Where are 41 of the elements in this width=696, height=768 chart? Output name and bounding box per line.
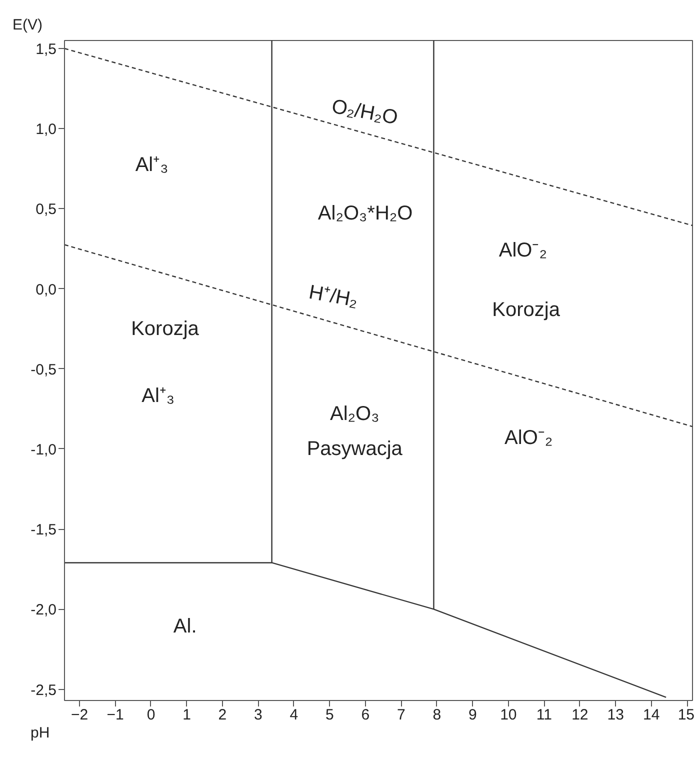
x-tick-label: 2 [218, 706, 227, 724]
x-tick-label: 10 [500, 706, 517, 724]
x-tick-label: 15 [678, 706, 695, 724]
annotation: Al₂O₃ [330, 403, 380, 426]
x-tick-label: 6 [361, 706, 370, 724]
y-tick-label: -1,0 [30, 441, 57, 458]
x-tick-label: 7 [397, 706, 406, 724]
y-tick-label: -1,5 [30, 522, 57, 539]
x-tick-label: 3 [254, 706, 262, 724]
annotation: Pasywacja [306, 438, 404, 460]
annotation: Al₂O₃*H₂O [318, 202, 413, 224]
annotation: Korozja [131, 318, 200, 340]
y-tick-label: 0,5 [36, 201, 57, 218]
y-axis-title: E(V) [12, 16, 43, 34]
annotation: Al⁺₃ [142, 385, 175, 408]
y-tick-label: -0,5 [30, 361, 57, 378]
x-tick-label: 4 [290, 706, 298, 724]
x-axis-title: pH [30, 724, 50, 742]
x-tick-label: 1 [182, 706, 191, 724]
y-tick-label: -2,0 [30, 602, 57, 619]
annotation: Al⁺₃ [135, 154, 168, 176]
y-tick-label: 0,0 [36, 281, 57, 298]
x-tick-label: 14 [643, 706, 660, 724]
x-tick-label: 5 [326, 706, 334, 724]
annotation: Al. [173, 616, 197, 638]
x-tick-label: 13 [607, 706, 624, 724]
y-tick-label: 1,5 [36, 41, 57, 58]
x-tick-label: 9 [468, 706, 477, 724]
x-tick-label: −2 [70, 706, 88, 724]
annotation: Korozja [492, 298, 561, 321]
y-tick-label: -2,5 [30, 682, 57, 699]
x-tick-label: 8 [432, 706, 442, 724]
x-tick-label: 12 [572, 706, 588, 724]
annotation: AlO⁻₂ [504, 426, 553, 449]
annotation: O₂/H₂O [330, 96, 400, 130]
annotation: H⁺/H₂ [307, 281, 360, 312]
x-tick-label: −1 [106, 706, 124, 724]
annotation: AlO⁻₂ [498, 239, 547, 262]
x-tick-label: 11 [536, 706, 552, 724]
x-tick-label: 0 [146, 706, 156, 724]
y-tick-label: 1,0 [36, 121, 57, 138]
